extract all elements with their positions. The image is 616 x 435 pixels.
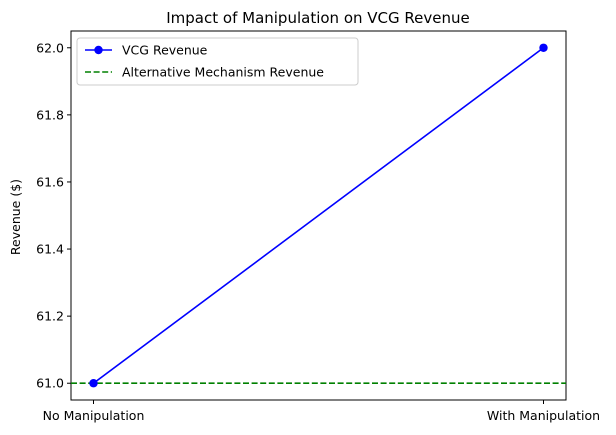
legend-label: Alternative Mechanism Revenue [122,65,324,80]
legend-label: VCG Revenue [122,43,208,58]
y-tick-label: 62.0 [36,40,64,55]
y-tick-label: 61.8 [36,107,64,122]
data-point [539,43,548,52]
axes-frame [70,30,567,401]
series-line-0 [93,47,544,384]
plot-area [70,30,567,401]
x-tick-label: With Manipulation [487,408,600,423]
data-point [89,379,98,388]
y-tick-label: 61.0 [36,376,64,391]
legend-marker [94,45,103,55]
x-tick-label: No Manipulation [43,408,145,423]
y-tick-label: 61.4 [36,242,64,257]
chart-title: Impact of Manipulation on VCG Revenue [166,9,469,27]
y-tick-label: 61.2 [36,309,64,324]
y-axis-title: Revenue ($) [8,179,23,255]
legend-box [76,37,359,86]
y-tick-label: 61.6 [36,174,64,189]
legend: VCG Revenue Alternative Mechanism Revenue [76,37,359,86]
axis-ticks: 61.0 61.2 61.4 61.6 61.8 62.0 No Manipulation W… [36,40,600,423]
